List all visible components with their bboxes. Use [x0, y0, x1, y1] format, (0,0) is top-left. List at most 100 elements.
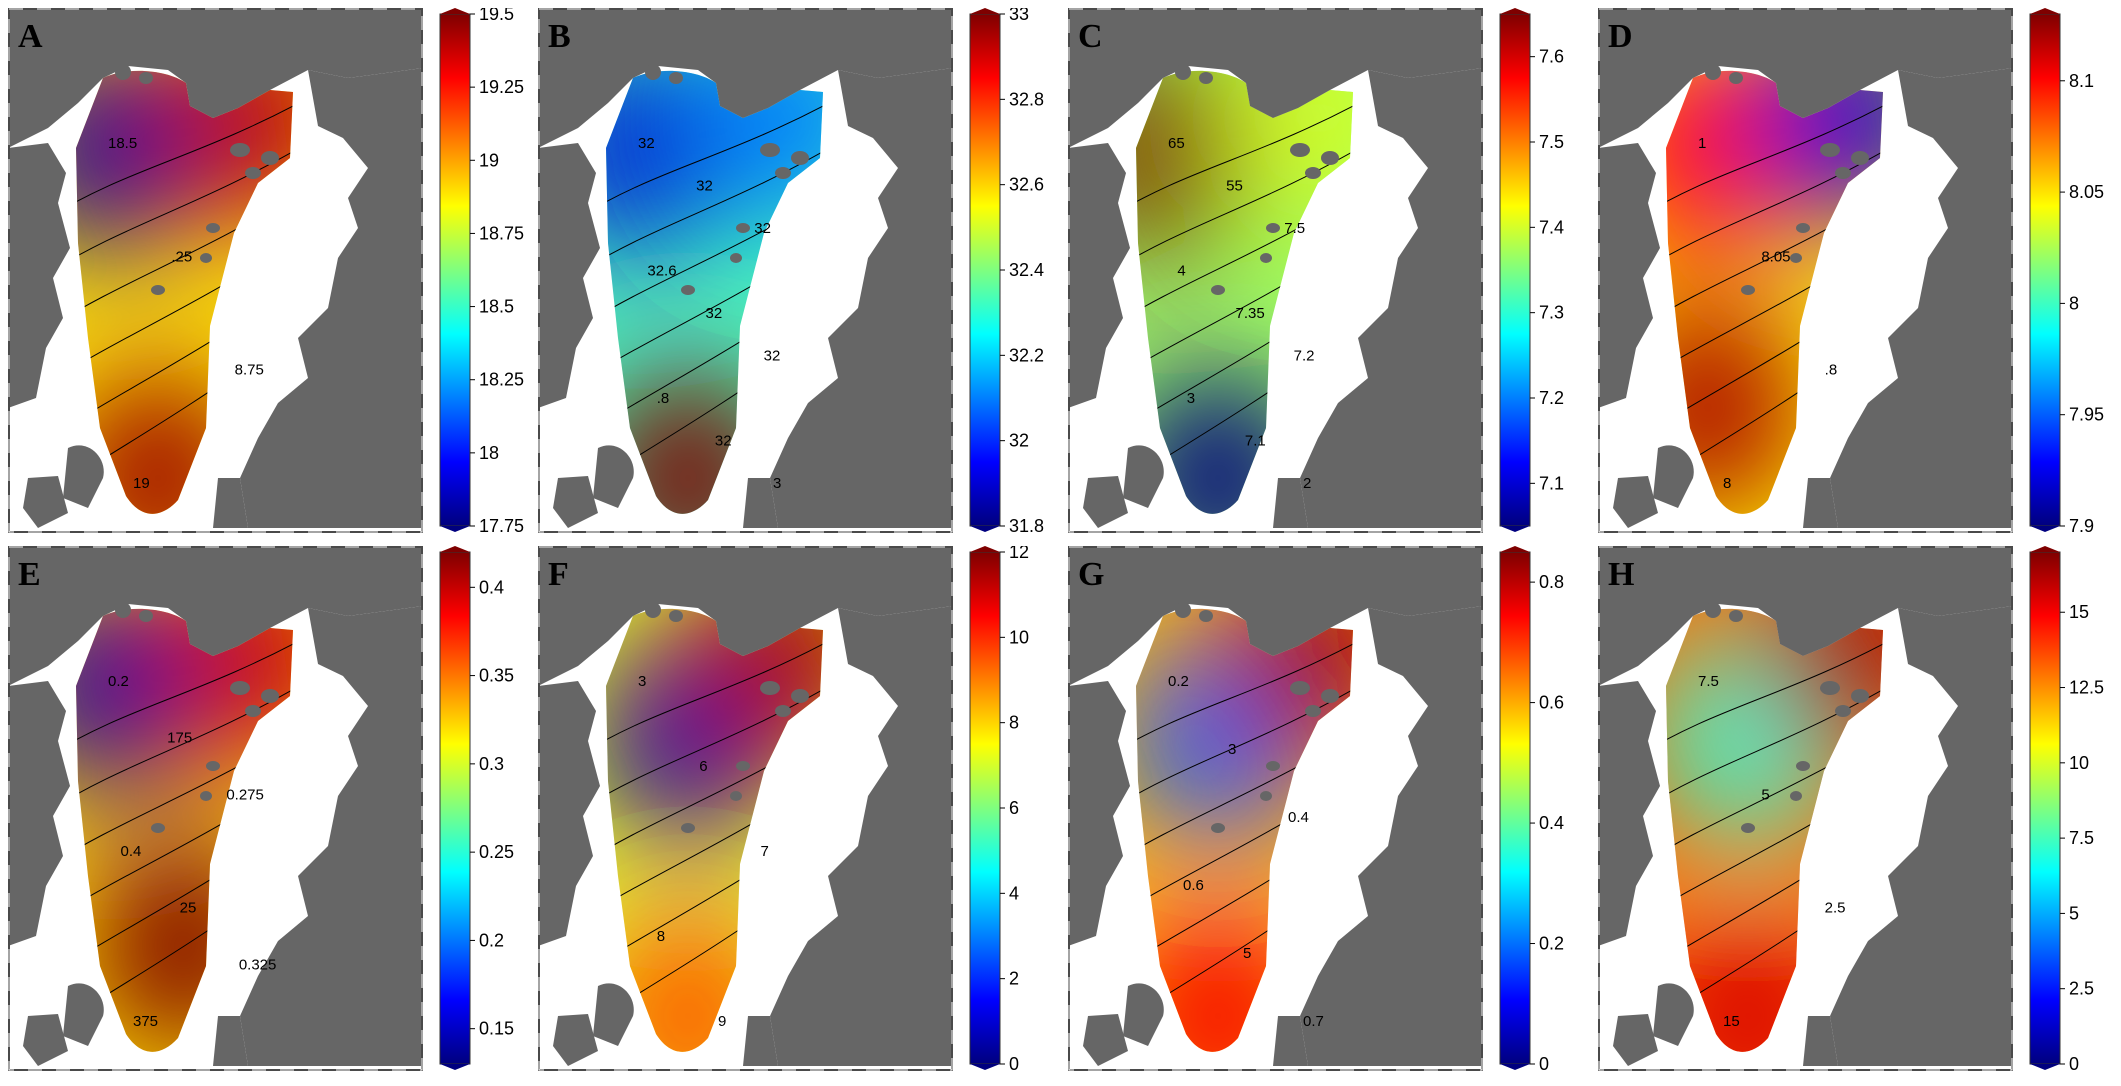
contour-label: 0.6 [1183, 877, 1204, 894]
islet [760, 681, 780, 695]
contour-label: 5 [1761, 786, 1769, 803]
field-blob [76, 608, 203, 796]
islet [730, 791, 742, 801]
islet [775, 705, 791, 717]
map-canvas: 7.5 5 2.5 15 [1598, 546, 2013, 1071]
colorbar-tick-label: 2 [1009, 969, 1019, 989]
contour-label: 15 [1723, 1013, 1740, 1030]
land-mass [1068, 546, 1483, 686]
islet [245, 167, 261, 179]
land-mass [538, 143, 600, 408]
contour-label: 4 [1177, 263, 1185, 280]
islet [1796, 761, 1810, 771]
panel-letter: A [18, 18, 43, 55]
islet [1741, 285, 1755, 295]
land-mass [1653, 983, 1694, 1046]
land-mass [1273, 478, 1308, 528]
contour-label: .25 [171, 248, 192, 265]
islet [681, 285, 695, 295]
map-panel-a: 18.5 .25 8.75 19 A 19.5 19.25 19 18.75 18.5 18.25 1… [8, 8, 538, 548]
islet [1835, 705, 1851, 717]
contour-label: 32 [638, 135, 655, 152]
colorbar-tick-label: 32.8 [1009, 89, 1044, 109]
land-mass [1123, 983, 1164, 1046]
contour-label: 65 [1168, 135, 1185, 152]
islet [775, 167, 791, 179]
panel-letter: H [1608, 556, 1635, 593]
colorbar-tick-label: 7.2 [1539, 388, 1564, 408]
land-mass [8, 143, 70, 408]
field-blob [606, 70, 733, 258]
islet [1705, 64, 1721, 80]
colorbar-tick-label: 7.95 [2069, 405, 2104, 425]
islet [1820, 143, 1840, 157]
islet [1175, 602, 1191, 618]
land-mass [1653, 445, 1694, 508]
land-mass [770, 606, 953, 1066]
contour-label: 0.4 [121, 843, 142, 860]
colorbar-tick-label: 32.2 [1009, 345, 1044, 365]
colorbar-tick-label: 0.3 [479, 754, 504, 774]
map-canvas: 1 8.05 .8 8 [1598, 8, 2013, 533]
map-canvas: 65 55 7.5 4 7.35 7.2 3 7.1 2 [1068, 8, 1483, 533]
land-mass [743, 1016, 778, 1066]
map-canvas: 0.2 175 0.275 0.4 25 0.325 375 [8, 546, 423, 1071]
land-mass [1803, 478, 1838, 528]
land-mass [213, 478, 248, 528]
colorbar-tick-label: 0 [1009, 1054, 1019, 1074]
land-mass [1830, 68, 2013, 528]
contour-label: 3 [1228, 741, 1236, 758]
contour-label: 32 [706, 305, 723, 322]
land-mass [1068, 143, 1130, 408]
land-mass [63, 983, 104, 1046]
islet [261, 689, 279, 703]
contour-label: 32 [696, 178, 713, 195]
islet [1321, 151, 1339, 165]
islet [1305, 167, 1321, 179]
colorbar-tick-label: 7.6 [1539, 47, 1564, 67]
islet [200, 791, 212, 801]
land-mass [8, 681, 70, 946]
contour-label: 8 [657, 928, 665, 945]
colorbar-tick-label: 18.25 [479, 370, 524, 390]
land-mass [1598, 143, 1660, 408]
islet [760, 143, 780, 157]
map-panel-c: 65 55 7.5 4 7.35 7.2 3 7.1 2 C 7.6 7.5 7.4 7.3 7.2 7.1 [1068, 8, 1598, 548]
contour-label: 0.7 [1303, 1013, 1324, 1030]
contour-label: 6 [699, 758, 707, 775]
panel-letter: C [1078, 18, 1103, 55]
land-mass [23, 476, 68, 528]
colorbar-tick-label: 0.15 [479, 1019, 514, 1039]
islet [669, 72, 683, 84]
colorbar-tick-label: 12 [1009, 546, 1029, 562]
map-panel-e: 0.2 175 0.275 0.4 25 0.325 375 E 0.4 0.35 0.3 0.25 0… [8, 546, 538, 1086]
field-blob [693, 70, 823, 228]
islet [115, 602, 131, 618]
colorbar-tick-label: 0.35 [479, 666, 514, 686]
land-mass [1830, 606, 2013, 1066]
contour-line [1666, 635, 1883, 757]
land-mass [240, 68, 423, 528]
colorbar-tick-label: 32 [1009, 431, 1029, 451]
colorbar-tick-label: 0 [2069, 1054, 2079, 1074]
map-canvas: 18.5 .25 8.75 19 [8, 8, 423, 533]
land-mass [8, 8, 423, 148]
colorbar-tick-label: 0 [1539, 1054, 1549, 1074]
colorbar-tick-label: 7.1 [1539, 473, 1564, 493]
islet [245, 705, 261, 717]
contour-label: 3 [638, 673, 646, 690]
colorbar-tick-label: 0.2 [1539, 934, 1564, 954]
land-mass [1613, 1014, 1658, 1066]
islet [1729, 72, 1743, 84]
islet [1321, 689, 1339, 703]
field-blob [1753, 608, 1883, 766]
contour-label: 25 [180, 900, 197, 917]
contour-label: 3 [1187, 390, 1195, 407]
contour-label: 8 [1723, 475, 1731, 492]
land-mass [1083, 1014, 1128, 1066]
islet [1260, 253, 1272, 263]
land-mass [553, 1014, 598, 1066]
land-mass [1803, 1016, 1838, 1066]
colorbar-tick-label: 7.3 [1539, 303, 1564, 323]
contour-label: 55 [1226, 178, 1243, 195]
